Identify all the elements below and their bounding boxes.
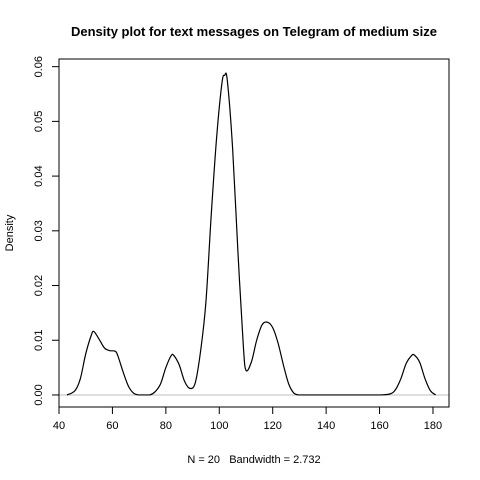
- chart-title: Density plot for text messages on Telegr…: [71, 24, 437, 39]
- x-tick-label: 40: [53, 420, 65, 432]
- x-tick-label: 160: [370, 420, 388, 432]
- x-tick-label: 100: [210, 420, 228, 432]
- x-axis-label: N = 20 Bandwidth = 2.732: [187, 454, 320, 466]
- y-tick-label: 0.00: [33, 384, 45, 405]
- x-tick-label: 120: [264, 420, 282, 432]
- y-tick-label: 0.05: [33, 111, 45, 132]
- x-tick-label: 80: [160, 420, 172, 432]
- y-tick-label: 0.04: [33, 165, 45, 186]
- x-tick-label: 180: [424, 420, 442, 432]
- y-tick-label: 0.01: [33, 330, 45, 351]
- x-tick-label: 60: [106, 420, 118, 432]
- x-tick-label: 140: [317, 420, 335, 432]
- y-tick-label: 0.02: [33, 275, 45, 296]
- y-tick-label: 0.06: [33, 56, 45, 77]
- y-tick-label: 0.03: [33, 220, 45, 241]
- y-axis-label: Density: [4, 214, 16, 251]
